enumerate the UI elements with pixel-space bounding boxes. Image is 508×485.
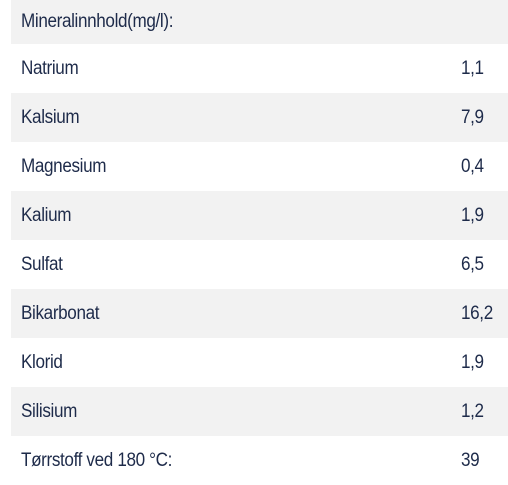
table-row: Tørrstoff ved 180 °C: 39 [11,436,508,485]
row-label: Bikarbonat [21,302,100,324]
row-label: Kalium [21,204,72,226]
header-title: Mineralinnhold(mg/l): [21,11,174,32]
table-row: Klorid 1,9 [11,338,508,387]
table-row: Silisium 1,2 [11,387,508,436]
row-value: 7,9 [461,106,484,128]
row-label: Kalsium [21,106,80,128]
table-row: Bikarbonat 16,2 [11,289,508,338]
row-label: Natrium [21,57,79,79]
table-row: Kalsium 7,9 [11,93,508,142]
mineral-table: Mineralinnhold(mg/l): Natrium 1,1 Kalsium 7… [11,0,508,485]
row-value: 1,1 [461,57,484,79]
row-value: 1,2 [461,400,484,422]
row-label: Tørrstoff ved 180 °C: [21,449,173,471]
row-value: 1,9 [461,351,484,373]
row-label: Silisium [21,400,78,422]
row-value: 6,5 [461,253,484,275]
table-row: Kalium 1,9 [11,191,508,240]
row-label: Sulfat [21,253,63,275]
header-row: Mineralinnhold(mg/l): [11,0,508,44]
table-row: Sulfat 6,5 [11,240,508,289]
row-value: 16,2 [461,302,493,324]
row-label: Magnesium [21,155,107,177]
row-value: 1,9 [461,204,484,226]
row-value: 39 [461,449,480,471]
row-value: 0,4 [461,155,484,177]
table-row: Magnesium 0,4 [11,142,508,191]
row-label: Klorid [21,351,63,373]
table-row: Natrium 1,1 [11,44,508,93]
